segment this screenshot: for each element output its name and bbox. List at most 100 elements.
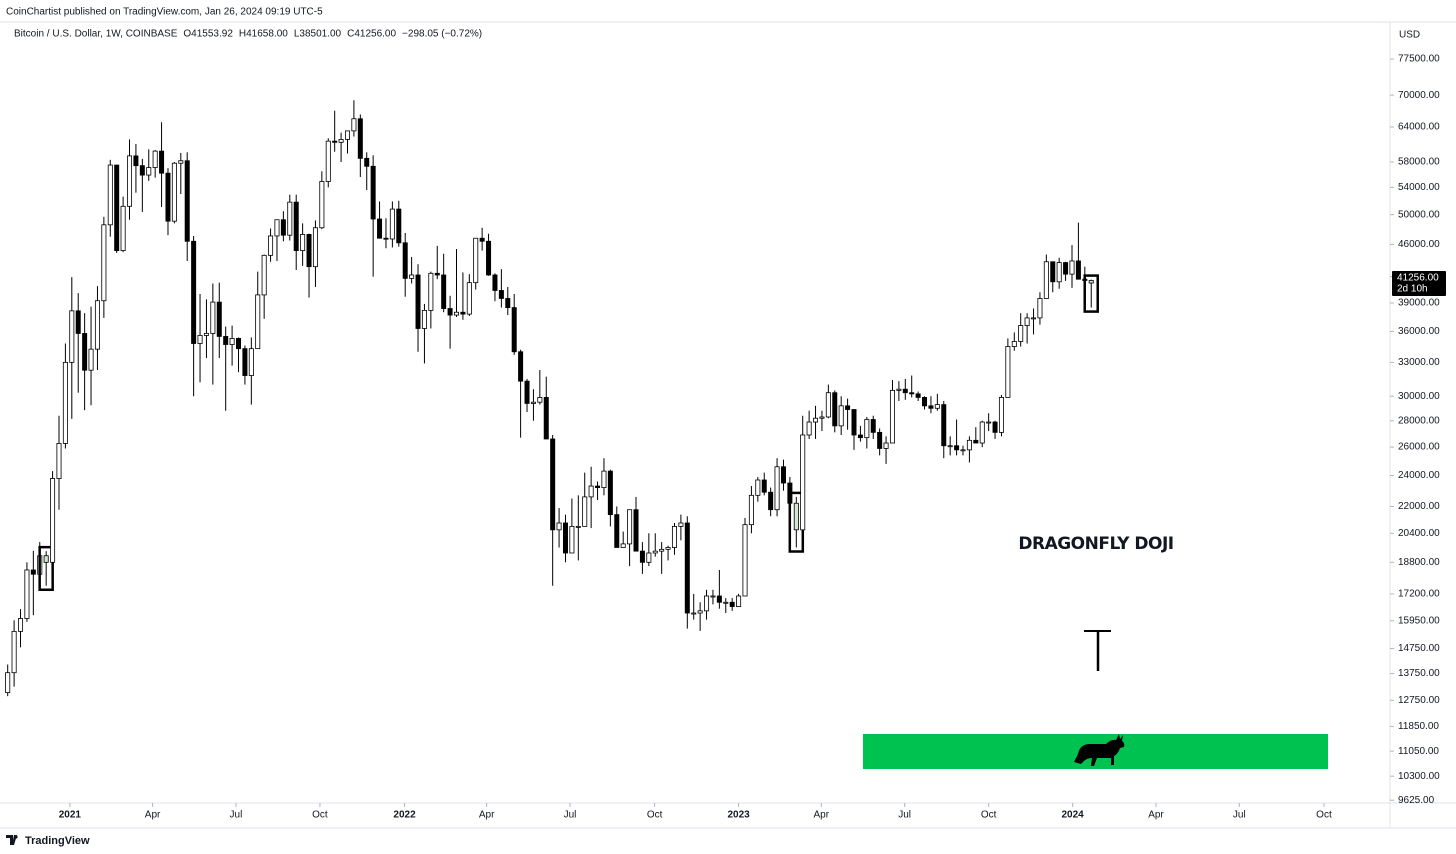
candle-body <box>543 397 549 440</box>
candle-body <box>909 392 915 395</box>
x-tick-label: Oct <box>312 810 328 821</box>
candle-body <box>960 449 966 452</box>
candle-body <box>338 139 344 143</box>
candle-body <box>825 392 831 418</box>
legend-value: −298.05 (−0.72%) <box>402 29 482 40</box>
candle-body <box>870 419 876 433</box>
candle-body <box>973 439 979 444</box>
highlight-box <box>1083 274 1099 313</box>
candle-body <box>56 443 62 479</box>
candle-body <box>633 509 639 552</box>
candle-body <box>120 205 126 251</box>
candle-body <box>697 610 703 614</box>
candle-body <box>1063 262 1069 275</box>
candle-body <box>344 130 350 140</box>
annotation: DRAGONFLY DOJI <box>1018 534 1173 554</box>
candle-body <box>210 301 216 334</box>
candle-body <box>389 208 395 240</box>
candle-body <box>704 595 710 612</box>
candle-body <box>505 298 511 308</box>
x-tick-label: Apr <box>145 810 161 821</box>
candle-body <box>620 543 626 548</box>
candle-body <box>1005 346 1011 398</box>
x-tick-label: Jul <box>230 810 243 821</box>
candle-body <box>928 405 934 409</box>
candle-body <box>50 478 56 563</box>
candle-body <box>184 160 190 242</box>
x-tick-label: 2024 <box>1062 810 1085 821</box>
candle-body <box>691 612 697 615</box>
y-tick-label: 15950.00 <box>1398 615 1440 626</box>
candle-body <box>1037 298 1043 319</box>
x-tick-label: Jul <box>564 810 577 821</box>
candle-body <box>197 335 203 344</box>
x-tick-label: Jul <box>898 810 911 821</box>
candle-body <box>165 172 171 222</box>
candle-body <box>986 421 992 424</box>
candle-body <box>832 392 838 427</box>
candle-body <box>268 235 274 256</box>
candle-body <box>191 240 197 344</box>
candle-body <box>864 419 870 439</box>
candle-body <box>1043 261 1049 299</box>
x-tick-label: Jul <box>1233 810 1246 821</box>
y-tick-label: 77500.00 <box>1398 54 1440 65</box>
x-tick-label: Oct <box>647 810 663 821</box>
y-tick-label: 46000.00 <box>1398 239 1440 250</box>
candle-body <box>498 290 504 299</box>
x-tick-label: Apr <box>479 810 495 821</box>
candle-body <box>569 525 575 554</box>
candle-body <box>88 348 94 371</box>
candle-body <box>723 601 729 604</box>
candle-body <box>716 595 722 603</box>
candle-body <box>665 547 671 550</box>
candle-body <box>107 164 113 226</box>
candle-body <box>216 301 222 337</box>
candle-body <box>857 434 863 439</box>
y-tick-label: 10300.00 <box>1398 771 1440 782</box>
candle-body <box>671 525 677 548</box>
candle-body <box>896 388 902 391</box>
y-tick-label: 24000.00 <box>1398 470 1440 481</box>
candle-body <box>652 550 658 554</box>
candle-body <box>139 165 145 176</box>
candle-body <box>934 404 940 409</box>
candle-body <box>614 514 620 548</box>
candle-body <box>101 224 107 302</box>
y-tick-label: 22000.00 <box>1398 501 1440 512</box>
candle-body <box>5 672 11 693</box>
candle-body <box>819 416 825 419</box>
candle-body <box>947 445 953 448</box>
candle-body <box>24 569 30 619</box>
candle-body <box>1075 260 1081 280</box>
candle-body <box>171 162 177 222</box>
candle-body <box>755 479 761 496</box>
candle-body <box>453 311 459 316</box>
candle-body <box>601 470 607 488</box>
candle-body <box>877 431 883 449</box>
candle-body <box>43 555 49 563</box>
y-tick-label: 36000.00 <box>1398 326 1440 337</box>
candle-body <box>364 157 370 167</box>
legend-value: H41658.00 <box>239 29 288 40</box>
candle-body <box>325 140 331 182</box>
x-tick-label: Oct <box>1316 810 1332 821</box>
y-tick-label: 50000.00 <box>1398 209 1440 220</box>
candle-body <box>127 155 133 207</box>
candle-body <box>486 240 492 276</box>
candle-body <box>915 393 921 398</box>
y-tick-label: 30000.00 <box>1398 391 1440 402</box>
candle-body <box>742 524 748 597</box>
currency: USD <box>1399 30 1420 41</box>
candle-body <box>710 595 716 598</box>
candle-body <box>492 274 498 291</box>
candle-body <box>460 311 466 315</box>
candle-body <box>941 404 947 447</box>
candle-body <box>274 219 280 237</box>
legend-value: O41553.92 <box>183 29 233 40</box>
candle-body <box>1050 261 1056 283</box>
candle-body <box>306 234 312 268</box>
candle-body <box>242 348 248 376</box>
